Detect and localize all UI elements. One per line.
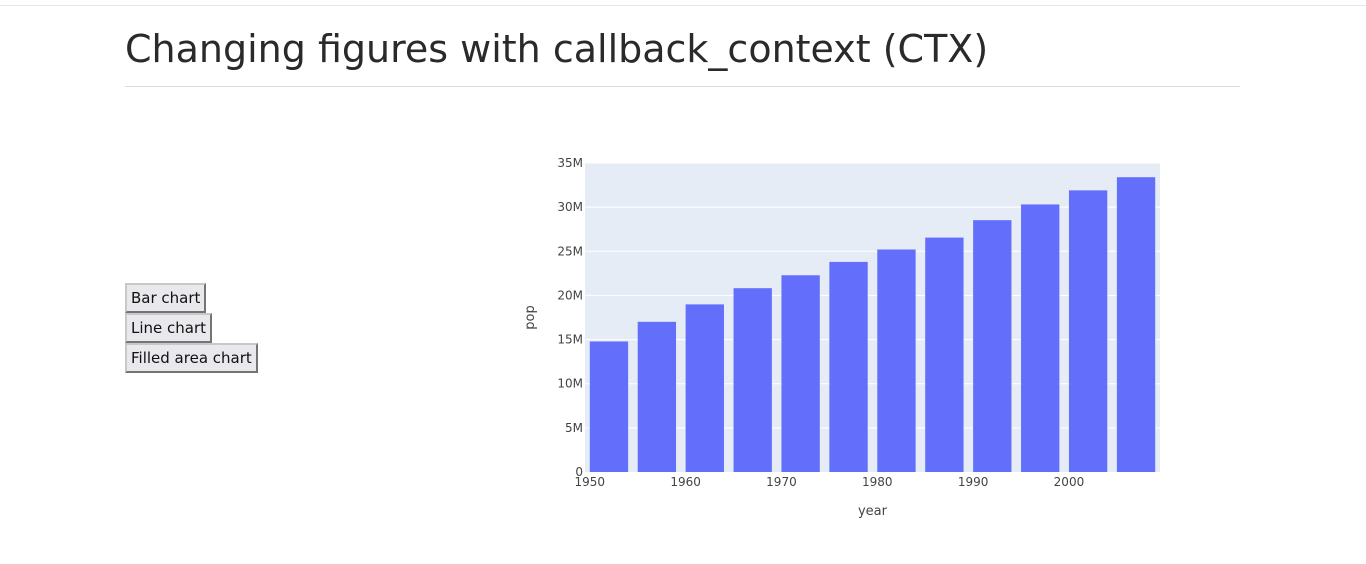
bar[interactable]: [973, 220, 1012, 472]
bar[interactable]: [1068, 190, 1108, 472]
bar[interactable]: [589, 341, 629, 472]
y-tick-label: 5M: [565, 421, 583, 435]
y-tick-label: 10M: [557, 377, 583, 391]
y-tick-label: 20M: [557, 288, 583, 302]
y-tick-label: 25M: [557, 244, 583, 258]
x-tick-label: 1970: [766, 475, 797, 489]
x-tick-label: 1990: [958, 475, 989, 489]
bar[interactable]: [1021, 204, 1060, 473]
bar[interactable]: [925, 237, 964, 472]
population-bar-chart: 0 5M 10M 15M 20M 25M 30M 35M 1950 1960 1970 1980 19…: [523, 156, 1160, 519]
x-tick-label: 1950: [575, 475, 606, 489]
y-tick-label: 0: [575, 465, 583, 479]
bar[interactable]: [637, 321, 677, 472]
y-axis-label: pop: [523, 305, 538, 329]
y-tick-label: 15M: [557, 333, 583, 347]
plot-background: [585, 163, 1160, 472]
bar-chart-button[interactable]: Bar chart: [125, 283, 207, 313]
bar[interactable]: [1116, 177, 1156, 472]
title-divider: [125, 86, 1240, 87]
y-tick-label: 30M: [557, 200, 583, 214]
y-tick-label: 35M: [557, 156, 583, 170]
x-tick-label: 1960: [670, 475, 701, 489]
chart-type-buttons: Bar chart Line chart Filled area chart: [125, 283, 258, 373]
x-tick-label: 2000: [1054, 475, 1085, 489]
top-divider: [0, 5, 1366, 6]
bar[interactable]: [733, 288, 772, 472]
filled-area-chart-button[interactable]: Filled area chart: [125, 343, 258, 373]
x-axis-label: year: [858, 504, 888, 519]
bar[interactable]: [877, 249, 916, 472]
line-chart-button[interactable]: Line chart: [125, 313, 213, 343]
x-tick-label: 1980: [862, 475, 893, 489]
graph-container: 0 5M 10M 15M 20M 25M 30M 35M 1950 1960 1970 1980 19…: [510, 150, 1190, 530]
bar[interactable]: [829, 261, 868, 472]
bar[interactable]: [781, 275, 820, 472]
bar[interactable]: [685, 304, 724, 472]
page-title: Changing figures with callback_context (…: [125, 27, 989, 71]
